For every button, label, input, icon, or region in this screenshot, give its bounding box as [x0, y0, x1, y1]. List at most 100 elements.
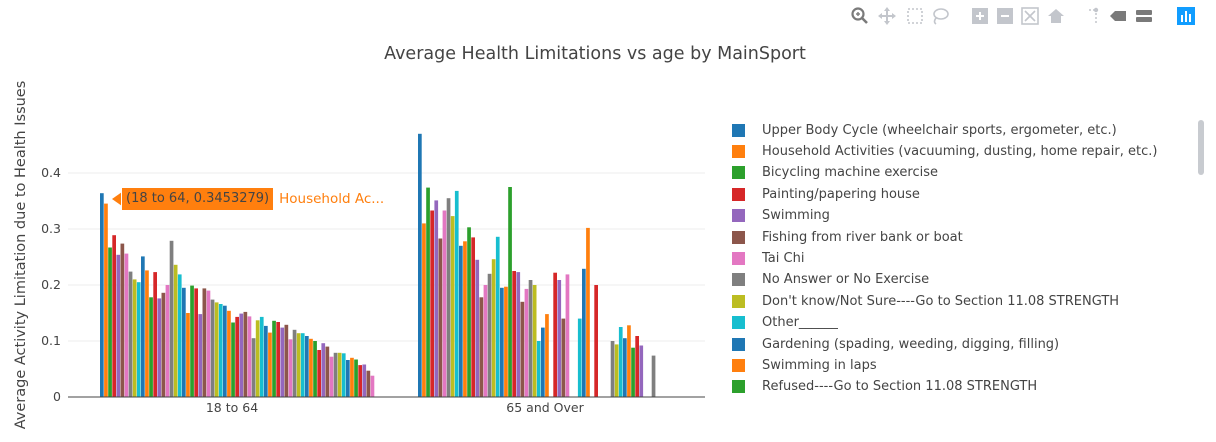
zoom-icon[interactable]: [850, 6, 870, 26]
bar[interactable]: [362, 364, 367, 398]
bar[interactable]: [169, 240, 174, 397]
bar[interactable]: [259, 316, 264, 397]
bar[interactable]: [528, 280, 533, 397]
bar[interactable]: [153, 272, 157, 397]
bar[interactable]: [438, 238, 443, 398]
bar[interactable]: [141, 256, 145, 397]
bar[interactable]: [350, 357, 354, 397]
bar[interactable]: [235, 316, 239, 397]
reset-axes-icon[interactable]: [1046, 6, 1066, 26]
bar[interactable]: [227, 310, 231, 397]
bar[interactable]: [627, 325, 631, 397]
bar[interactable]: [104, 203, 108, 397]
legend-item[interactable]: Painting/papering house: [732, 184, 920, 204]
bar[interactable]: [165, 285, 170, 397]
bar[interactable]: [586, 227, 590, 397]
bar[interactable]: [582, 268, 586, 397]
bar[interactable]: [321, 343, 326, 397]
bar[interactable]: [100, 193, 104, 397]
bar[interactable]: [313, 341, 317, 397]
legend-item[interactable]: Fishing from river bank or boat: [732, 227, 963, 247]
bar[interactable]: [354, 359, 358, 398]
bar[interactable]: [504, 286, 508, 397]
bar-group[interactable]: [100, 133, 656, 398]
bar[interactable]: [116, 254, 121, 397]
legend-item[interactable]: Don't know/Not Sure----Go to Section 11.…: [732, 291, 1119, 311]
bar[interactable]: [610, 341, 615, 397]
bar[interactable]: [177, 274, 182, 397]
legend-item[interactable]: Swimming: [732, 206, 830, 226]
bar[interactable]: [108, 247, 112, 398]
bar[interactable]: [434, 200, 439, 397]
bar[interactable]: [442, 210, 447, 398]
bar[interactable]: [276, 322, 280, 397]
bar[interactable]: [194, 288, 198, 397]
bar[interactable]: [366, 370, 371, 397]
bar[interactable]: [358, 365, 362, 397]
bar[interactable]: [309, 338, 313, 397]
bar[interactable]: [532, 285, 537, 397]
bar[interactable]: [557, 280, 562, 397]
bar[interactable]: [305, 336, 309, 397]
bar[interactable]: [524, 288, 529, 397]
bar[interactable]: [145, 270, 149, 397]
bar[interactable]: [243, 311, 248, 397]
bar[interactable]: [370, 375, 375, 397]
bar[interactable]: [508, 187, 512, 397]
legend-item[interactable]: Gardening (spading, weeding, digging, fi…: [732, 334, 1059, 354]
bar[interactable]: [182, 287, 186, 397]
bar[interactable]: [651, 355, 656, 397]
legend-item[interactable]: Household Activities (vacuuming, dusting…: [732, 141, 1157, 161]
bar[interactable]: [198, 314, 203, 397]
bar[interactable]: [623, 338, 627, 397]
bar[interactable]: [463, 241, 467, 397]
bar[interactable]: [149, 297, 153, 397]
bar[interactable]: [565, 274, 570, 397]
bar[interactable]: [292, 329, 297, 397]
bar[interactable]: [124, 253, 129, 397]
bar[interactable]: [325, 346, 330, 397]
bar[interactable]: [112, 235, 116, 397]
bar[interactable]: [418, 133, 422, 398]
bar[interactable]: [120, 243, 125, 397]
bar[interactable]: [280, 327, 285, 397]
bar[interactable]: [329, 356, 334, 397]
legend-item[interactable]: Other______: [732, 313, 838, 333]
bar[interactable]: [288, 339, 293, 397]
bar[interactable]: [300, 333, 305, 397]
bar[interactable]: [190, 285, 194, 397]
bar[interactable]: [483, 285, 488, 397]
bar[interactable]: [545, 314, 549, 397]
bar[interactable]: [255, 320, 260, 397]
bar[interactable]: [218, 304, 223, 397]
bar[interactable]: [161, 292, 166, 397]
bar[interactable]: [635, 336, 639, 397]
bar[interactable]: [210, 299, 215, 397]
box-select-icon[interactable]: [905, 6, 925, 26]
legend-item[interactable]: Bicycling machine exercise: [732, 163, 938, 183]
hover-closest-icon[interactable]: [1108, 6, 1128, 26]
zoom-out-icon[interactable]: [995, 6, 1015, 26]
autoscale-icon[interactable]: [1020, 6, 1040, 26]
bar[interactable]: [450, 216, 455, 397]
legend-item[interactable]: Refused----Go to Section 11.08 STRENGTH: [732, 377, 1037, 397]
bar[interactable]: [333, 352, 338, 397]
hover-compare-icon[interactable]: [1134, 6, 1154, 26]
bar[interactable]: [631, 347, 635, 397]
bar[interactable]: [128, 271, 133, 397]
bar[interactable]: [520, 301, 525, 397]
bar[interactable]: [512, 271, 516, 397]
bar[interactable]: [495, 236, 500, 397]
bar[interactable]: [264, 325, 268, 397]
legend-scrollbar[interactable]: [1198, 120, 1204, 175]
bar[interactable]: [516, 272, 521, 397]
bar[interactable]: [337, 352, 342, 397]
bar[interactable]: [202, 288, 207, 397]
plotly-logo-icon[interactable]: [1176, 6, 1196, 26]
bar[interactable]: [618, 327, 623, 397]
bar[interactable]: [487, 273, 492, 397]
spike-lines-icon[interactable]: [1086, 6, 1106, 26]
bar[interactable]: [422, 223, 426, 397]
bar[interactable]: [268, 332, 272, 397]
